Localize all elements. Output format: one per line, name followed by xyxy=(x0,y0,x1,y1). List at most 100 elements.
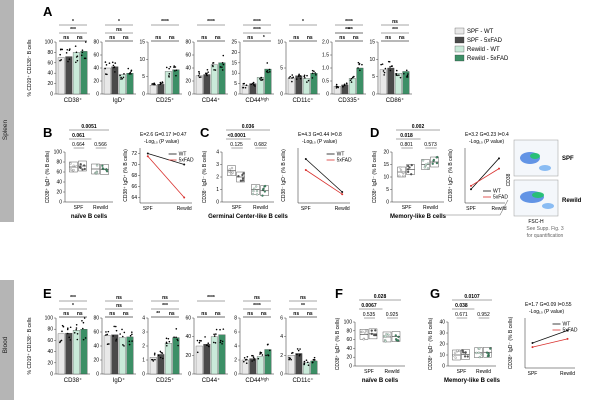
data-point xyxy=(221,69,224,71)
y-axis-label: CD38⁻ IgD⁻ (% B cells) xyxy=(202,150,208,203)
y-tick-label: 2 xyxy=(216,175,219,181)
data-point xyxy=(303,74,306,77)
data-point xyxy=(73,332,76,334)
y-tick-label: 66 xyxy=(131,184,137,190)
legend-label: 5xFAD xyxy=(493,195,508,201)
legend-label: 5xFAD xyxy=(563,328,578,334)
data-point xyxy=(159,350,162,353)
category-label: SPF xyxy=(74,205,84,211)
legend-label: 5xFAD xyxy=(179,158,194,164)
bar xyxy=(310,73,318,95)
x-axis-title: naïve B cells xyxy=(71,214,108,220)
y-tick-label: 20 xyxy=(93,358,99,364)
y-tick-label: 0 xyxy=(188,92,191,98)
data-point xyxy=(315,74,317,76)
bar xyxy=(348,78,356,95)
data-point xyxy=(79,166,82,169)
data-point xyxy=(299,353,301,356)
sig-label: ns xyxy=(339,35,345,41)
data-point xyxy=(119,333,121,335)
y-tick-label: 20 xyxy=(47,81,53,87)
data-point xyxy=(290,358,292,361)
bar xyxy=(264,349,272,375)
sig-label: **** xyxy=(161,19,169,25)
data-point xyxy=(257,357,260,360)
data-point xyxy=(349,79,352,82)
data-point xyxy=(177,344,179,347)
data-point xyxy=(464,351,467,354)
data-point xyxy=(385,333,388,336)
data-point xyxy=(61,324,64,327)
y-tick-label: 0 xyxy=(234,92,237,98)
y-tick-label: 80 xyxy=(93,40,99,46)
y-tick-label: 68 xyxy=(131,173,137,179)
data-point xyxy=(454,351,457,354)
sig-label: ns xyxy=(399,35,405,41)
data-point xyxy=(69,326,72,329)
sig-label: **** xyxy=(207,19,215,25)
bar xyxy=(65,56,73,95)
data-point xyxy=(486,355,489,358)
bar xyxy=(264,68,272,95)
data-point xyxy=(241,177,245,180)
data-point xyxy=(84,337,87,339)
y-tick-label: 0 xyxy=(216,200,219,206)
data-point xyxy=(122,76,125,79)
bar xyxy=(118,74,126,95)
y-tick-label: 40 xyxy=(185,66,191,72)
sig-label: ns xyxy=(247,311,253,317)
data-point xyxy=(311,361,314,363)
series-point xyxy=(531,342,534,344)
data-point xyxy=(268,71,271,73)
data-point xyxy=(244,86,247,89)
data-point xyxy=(403,72,405,75)
data-point xyxy=(383,74,385,76)
y-tick-label: 0.5 xyxy=(322,79,329,85)
data-point xyxy=(337,86,339,88)
series-point xyxy=(146,155,149,158)
data-point xyxy=(463,355,467,358)
data-point xyxy=(387,60,390,63)
data-point xyxy=(265,354,267,357)
legend-swatch xyxy=(454,45,465,53)
data-point xyxy=(489,347,492,350)
y-axis-label: CD38⁺ IgD⁻ (% B cells) xyxy=(508,316,514,369)
data-point xyxy=(431,162,434,165)
data-point xyxy=(120,78,122,80)
sig-label: **** xyxy=(253,27,261,33)
y-axis-label: CD38⁺ IgD⁺ (% B cells) xyxy=(335,317,341,370)
data-point xyxy=(239,179,243,182)
data-point xyxy=(241,173,244,177)
subplot-label: CD44⁺ xyxy=(202,377,221,384)
data-point xyxy=(314,72,316,74)
data-point xyxy=(291,80,293,83)
data-point xyxy=(83,317,86,319)
y-tick-label: 6 xyxy=(280,316,283,322)
flow-note-1: See Supp. Fig. 3 xyxy=(526,226,563,232)
data-point xyxy=(394,334,397,337)
data-point xyxy=(221,342,223,345)
data-point xyxy=(59,59,61,62)
subplot-label: IgD⁺ xyxy=(113,97,126,104)
data-point xyxy=(243,357,246,359)
data-point xyxy=(154,358,156,361)
data-point xyxy=(335,87,338,89)
y-tick-label: 5 xyxy=(280,66,283,72)
data-point xyxy=(405,69,408,72)
bar xyxy=(310,360,318,375)
y-tick-label: 0 xyxy=(234,372,237,378)
series-point xyxy=(498,157,500,160)
bar xyxy=(287,78,295,95)
y-tick-label: 0 xyxy=(372,92,375,98)
data-point xyxy=(108,62,111,64)
data-point xyxy=(72,164,75,167)
sig-label: ns xyxy=(261,311,267,317)
series-line xyxy=(470,158,500,190)
data-point xyxy=(254,85,256,87)
data-point xyxy=(165,342,168,345)
y-tick-label: 20 xyxy=(47,360,53,366)
bar xyxy=(241,85,249,95)
y-tick-label: 100 xyxy=(45,316,54,322)
x-tick-label: Rewild xyxy=(335,206,350,212)
data-point xyxy=(230,172,233,175)
